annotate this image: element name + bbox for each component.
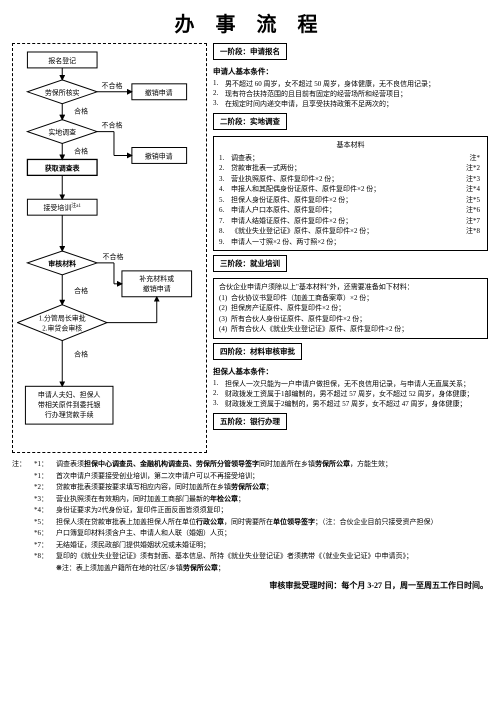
partner-intro: 合伙企业申请户须除以上"基本材料"外，还需要准备如下材料：: [219, 282, 482, 293]
app-item: 在规定时间内递交申请，且享受扶持政策不足两次的；: [213, 99, 488, 109]
svg-text:审核材料: 审核材料: [48, 259, 76, 268]
material-item: 担保人身份证原件、原件复印件×2 份；注*5: [219, 195, 482, 206]
note-item: *7：无结婚证，须民政部门提供婚姻状况或未婚证明；: [34, 540, 488, 551]
svg-text:撤销申请: 撤销申请: [145, 151, 173, 160]
main-row: 报名登记 劳保所核实 撤销申请 实地调查 撤销申请 获取调查表 接受培训注a1 …: [12, 43, 488, 453]
svg-text:合格: 合格: [74, 146, 88, 155]
stage-5: 五阶段：银行办理: [213, 413, 287, 430]
material-item: 申报人和其配偶身份证原件、原件复印件×2 份；注*4: [219, 184, 482, 195]
svg-text:不合格: 不合格: [102, 81, 123, 90]
svg-text:不合格: 不合格: [103, 252, 124, 261]
notes-section: 注： *1：调查表须担保中心调查员、金融机构调查员、劳保所分管领导签字同时加盖所…: [12, 459, 488, 574]
note-item: *1：调查表须担保中心调查员、金融机构调查员、劳保所分管领导签字同时加盖所在乡镇…: [34, 459, 488, 470]
svg-text:行办理贷款手续: 行办理贷款手续: [45, 410, 94, 419]
applicant-title: 申请人基本条件：: [213, 66, 488, 77]
note-item: *2：贷款审批表须要按要求填写相应内容，同时加盖所在乡镇劳保所公章；: [34, 482, 488, 493]
svg-text:报名登记: 报名登记: [48, 56, 76, 65]
partner-item: 合伙协议书复印件（加盖工商备案章）×2 份；: [219, 293, 482, 304]
partner-box: 合伙企业申请户须除以上"基本材料"外，还需要准备如下材料： 合伙协议书复印件（加…: [213, 278, 488, 339]
note-item: ※注：表上须加盖户籍所在地的社区/乡镇劳保所公章；: [34, 563, 488, 574]
g-item: 担保人一次只能为一户申请户做担保，无不良信用记录，与申请人无直属关系；: [213, 379, 488, 389]
note-item: *1：首次申请户须要接受创业培训，第二次申请户可以不再接受培训；: [34, 471, 488, 482]
app-item: 男不超过 60 周岁，女不超过 50 周岁，身体健康，无不良信用记录；: [213, 79, 488, 89]
stage-3: 三阶段：就业培训: [213, 255, 287, 272]
app-item: 现有符合扶持范围的且目前有固定的经营场所和经营项目；: [213, 89, 488, 99]
svg-text:合格: 合格: [74, 286, 88, 295]
partner-item: 所有合伙人身份证原件、原件复印件×2 份；: [219, 314, 482, 325]
svg-text:合格: 合格: [74, 107, 88, 116]
svg-text:2.审贷会审核: 2.审贷会审核: [42, 324, 82, 333]
g-item: 财政拨发工资属于2编制的，男不超过 57 周岁，女不超过 47 周岁，身体健康；: [213, 399, 488, 409]
applicant-list: 男不超过 60 周岁，女不超过 50 周岁，身体健康，无不良信用记录； 现有符合…: [213, 79, 488, 109]
guarantor-list: 担保人一次只能为一户申请户做担保，无不良信用记录，与申请人无直属关系； 财政拨发…: [213, 379, 488, 409]
svg-text:获取调查表: 获取调查表: [45, 163, 80, 172]
material-item: 营业执照原件、原件复印件×2 份；注*3: [219, 174, 482, 185]
material-item: 申请人结婚证原件、原件复印件×2 份；注*7: [219, 216, 482, 227]
svg-text:撤销申请: 撤销申请: [143, 284, 171, 293]
g-item: 财政拨发工资属于1部编制的，男不超过 57 周岁，女不超过 52 周岁，身体健康…: [213, 389, 488, 399]
page-title: 办 事 流 程: [12, 8, 488, 37]
material-item: 《就业失业登记证》原件、原件复印件×2 份；注*8: [219, 226, 482, 237]
stage-2: 二阶段：实地调查: [213, 113, 287, 130]
footer-text: 审核审批受理时间：每个月 3-27 日，周一至周五工作日时间。: [12, 580, 488, 591]
material-item: 调查表；注*: [219, 153, 482, 164]
material-item: 贷款审批表一式两份；注*2: [219, 163, 482, 174]
note-item: *6：户口簿复印材料须含户主、申请人和人联（婚姻）人页；: [34, 528, 488, 539]
svg-text:不合格: 不合格: [102, 121, 123, 130]
note-item: *4：身份证要求为2代身份证，复印件正面反面皆须须复印；: [34, 505, 488, 516]
svg-text:接受培训注a1: 接受培训注a1: [43, 202, 81, 212]
svg-text:合格: 合格: [74, 349, 88, 358]
svg-text:申请人夫妇、担保人: 申请人夫妇、担保人: [38, 390, 101, 399]
partner-item: 担保房产证原件、原件复印件×2 份；: [219, 303, 482, 314]
stage-4: 四阶段：材料审核审批: [213, 343, 302, 360]
material-item: 申请人一寸照×2 份、两寸照×2 份；: [219, 237, 482, 248]
materials-box: 基本材料 调查表；注*贷款审批表一式两份；注*2营业执照原件、原件复印件×2 份…: [213, 136, 488, 251]
left-col: 报名登记 劳保所核实 撤销申请 实地调查 撤销申请 获取调查表 接受培训注a1 …: [12, 43, 207, 453]
note-item: *8：复印的《就业失业登记证》须有封面、基本信息、所持《就业失业登记证》者须携带…: [34, 551, 488, 562]
svg-text:撤销申请: 撤销申请: [145, 88, 173, 97]
partner-item: 所有合伙人《就业失业登记证》原件、原件复印件×2 份；: [219, 324, 482, 335]
svg-text:1.分管局长审批: 1.分管局长审批: [39, 314, 86, 323]
flowchart: 报名登记 劳保所核实 撤销申请 实地调查 撤销申请 获取调查表 接受培训注a1 …: [12, 43, 207, 453]
materials-title: 基本材料: [219, 140, 482, 151]
svg-text:劳保所核实: 劳保所核实: [45, 88, 80, 97]
note-item: *5：担保人须在贷款审批表上加盖担保人所在单位行政公章，同时需要所在单位领导签字…: [34, 517, 488, 528]
guarantor-title: 担保人基本条件：: [213, 366, 488, 377]
note-item: *3：营业执照须在有效期内，同时加盖工商部门最新的年检公章；: [34, 494, 488, 505]
svg-text:实地调查: 实地调查: [48, 128, 76, 137]
svg-text:带相关原件到委托银: 带相关原件到委托银: [38, 400, 101, 409]
notes-label: 注：: [12, 459, 34, 574]
material-item: 申请人户口本原件、原件复印件；注*6: [219, 205, 482, 216]
svg-text:补充材料或: 补充材料或: [139, 274, 174, 283]
right-col: 一阶段：申请报名 申请人基本条件： 男不超过 60 周岁，女不超过 50 周岁，…: [213, 43, 488, 453]
stage-1: 一阶段：申请报名: [213, 43, 287, 60]
